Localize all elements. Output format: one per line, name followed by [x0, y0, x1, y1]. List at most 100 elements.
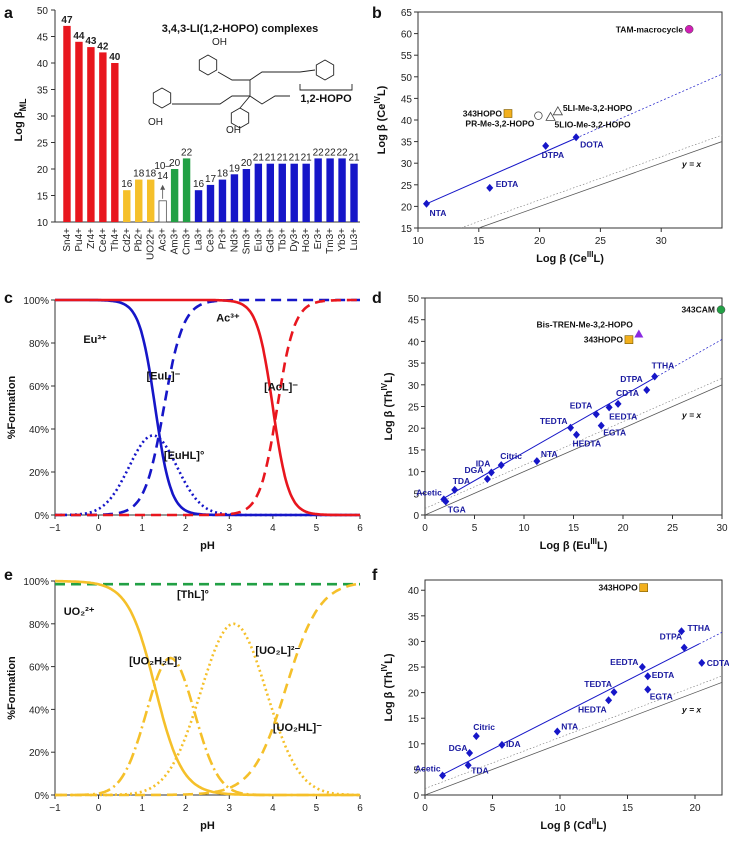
- series-label-1: [EuL]⁻: [147, 371, 181, 383]
- bar-value-label: 40: [109, 52, 121, 63]
- bar-value-label: 20: [169, 158, 181, 169]
- x-tick-label: 10: [518, 523, 530, 534]
- point-EDTA: EDTA: [486, 179, 518, 192]
- point-NTA: NTA: [423, 199, 446, 218]
- y-tick-label: 20: [408, 689, 420, 700]
- bar-Ho3+: [302, 163, 310, 222]
- marker-square: [503, 109, 513, 118]
- point-label: TDA: [453, 476, 470, 486]
- x-tick-label: Ce3+: [206, 228, 217, 252]
- bar-Yb3+: [338, 158, 346, 222]
- oh-label: OH: [212, 37, 227, 48]
- point-EGTA: EGTA: [597, 421, 626, 438]
- x-axis-label: pH: [200, 540, 215, 552]
- y-tick-label: 30: [37, 112, 49, 123]
- x-tick-label: 15: [473, 236, 485, 247]
- bar-La3+: [194, 190, 203, 222]
- y-tick-label: 65: [401, 8, 413, 19]
- point-DTPA: DTPA: [660, 632, 688, 652]
- point-label: EGTA: [650, 692, 673, 702]
- x-tick-label: 5: [314, 523, 320, 534]
- x-tick-label: 1: [139, 523, 145, 534]
- point-label: EDTA: [570, 400, 593, 410]
- marker-circle: [716, 305, 726, 314]
- bar-Pr3+: [218, 179, 227, 222]
- bar-Nd3+: [230, 174, 239, 222]
- y-axis-label: Log β (ThIVL): [380, 653, 395, 721]
- y-tick-label: 50: [37, 6, 49, 17]
- plot-area: [426, 73, 722, 228]
- bar-Th4+: [111, 63, 119, 222]
- x-tick-label: 10: [412, 236, 424, 247]
- y-tick-label: 0%: [35, 791, 50, 802]
- marker-diamond: [651, 372, 659, 381]
- fit-extension: [575, 73, 722, 139]
- bar-value-label: 21: [265, 153, 277, 164]
- oh-label-3: OH: [148, 117, 163, 128]
- point-label: EDTA: [496, 179, 519, 189]
- point-label: DGA: [449, 743, 468, 753]
- x-tick-label: 10: [554, 803, 566, 814]
- y-tick-label: 45: [37, 33, 49, 44]
- marker-diamond: [614, 399, 622, 408]
- x-tick-label: 20: [534, 236, 546, 247]
- series-label-2: [UO₂H₂L]°: [129, 655, 182, 667]
- y-tick-label: 20: [408, 424, 420, 435]
- marker-diamond: [678, 627, 685, 636]
- point-IDA: IDA: [476, 458, 495, 477]
- y-tick-label: 40: [408, 586, 420, 597]
- bar-Am3+: [170, 169, 179, 222]
- panel-label-e: e: [4, 567, 13, 584]
- series-label-4: [UO₂L]²⁻: [255, 645, 300, 657]
- x-tick-label: 2: [183, 523, 189, 534]
- panel-label-f: f: [372, 567, 378, 584]
- marker-diamond: [423, 199, 431, 208]
- x-tick-label: Lu3+: [349, 228, 360, 251]
- bar-Ce4+: [99, 52, 107, 223]
- y-tick-label: 25: [401, 181, 413, 192]
- point-EGTA: EGTA: [644, 685, 673, 702]
- y-tick-label: 0: [413, 791, 419, 802]
- y-tick-label: 40%: [29, 425, 49, 436]
- series-curve-1: [55, 579, 360, 797]
- y-tick-label: 50: [401, 73, 413, 84]
- marker-diamond: [439, 771, 447, 780]
- bracket: [299, 84, 353, 91]
- marker-square: [624, 335, 634, 344]
- point-label: 343CAM: [681, 305, 715, 315]
- marker-diamond: [442, 497, 450, 506]
- x-tick-label: Sn4+: [62, 228, 73, 252]
- point-HEDTA: HEDTA: [578, 696, 613, 714]
- bar-Ce3+: [206, 184, 215, 222]
- y-tick-label: 15: [408, 714, 420, 725]
- marker-diamond: [497, 461, 505, 470]
- x-tick-label: 6: [357, 803, 363, 814]
- point-CDTA: CDTA: [698, 658, 729, 668]
- bar-value-label: 22: [181, 147, 193, 158]
- point-EDTA: EDTA: [570, 400, 600, 419]
- bar-value-label: 17: [205, 174, 217, 185]
- bar-Pu4+: [75, 41, 83, 222]
- bar-Lu3+: [350, 163, 358, 222]
- x-tick-label: Dy3+: [289, 228, 300, 252]
- plot-area: [425, 339, 722, 515]
- y-tick-label: 50: [408, 294, 420, 305]
- point-DGA: DGA: [449, 743, 474, 758]
- x-tick-label: 20: [689, 803, 701, 814]
- marker-triangle: [634, 329, 644, 338]
- point-label: 343HOPO: [598, 583, 638, 593]
- bar-value-label: 21: [301, 153, 313, 164]
- point-EEDTA: EEDTA: [605, 403, 637, 421]
- marker-diamond: [698, 658, 706, 667]
- panel-label-b: b: [372, 5, 382, 22]
- point-label: 5LI-Me-3,2-HOPO: [563, 103, 633, 113]
- x-tick-label: 6: [357, 523, 363, 534]
- panel-e-speciation: −1 0 1 2 3 4 5 60%20%40%60%80%100%pH%Formation[…: [6, 577, 363, 832]
- point-TEDTA: TEDTA: [584, 679, 618, 697]
- marker-diamond: [486, 183, 494, 192]
- point-label: DTPA: [542, 150, 565, 160]
- marker-diamond: [597, 421, 605, 430]
- x-tick-label: Ho3+: [301, 228, 312, 252]
- marker-diamond: [498, 740, 506, 749]
